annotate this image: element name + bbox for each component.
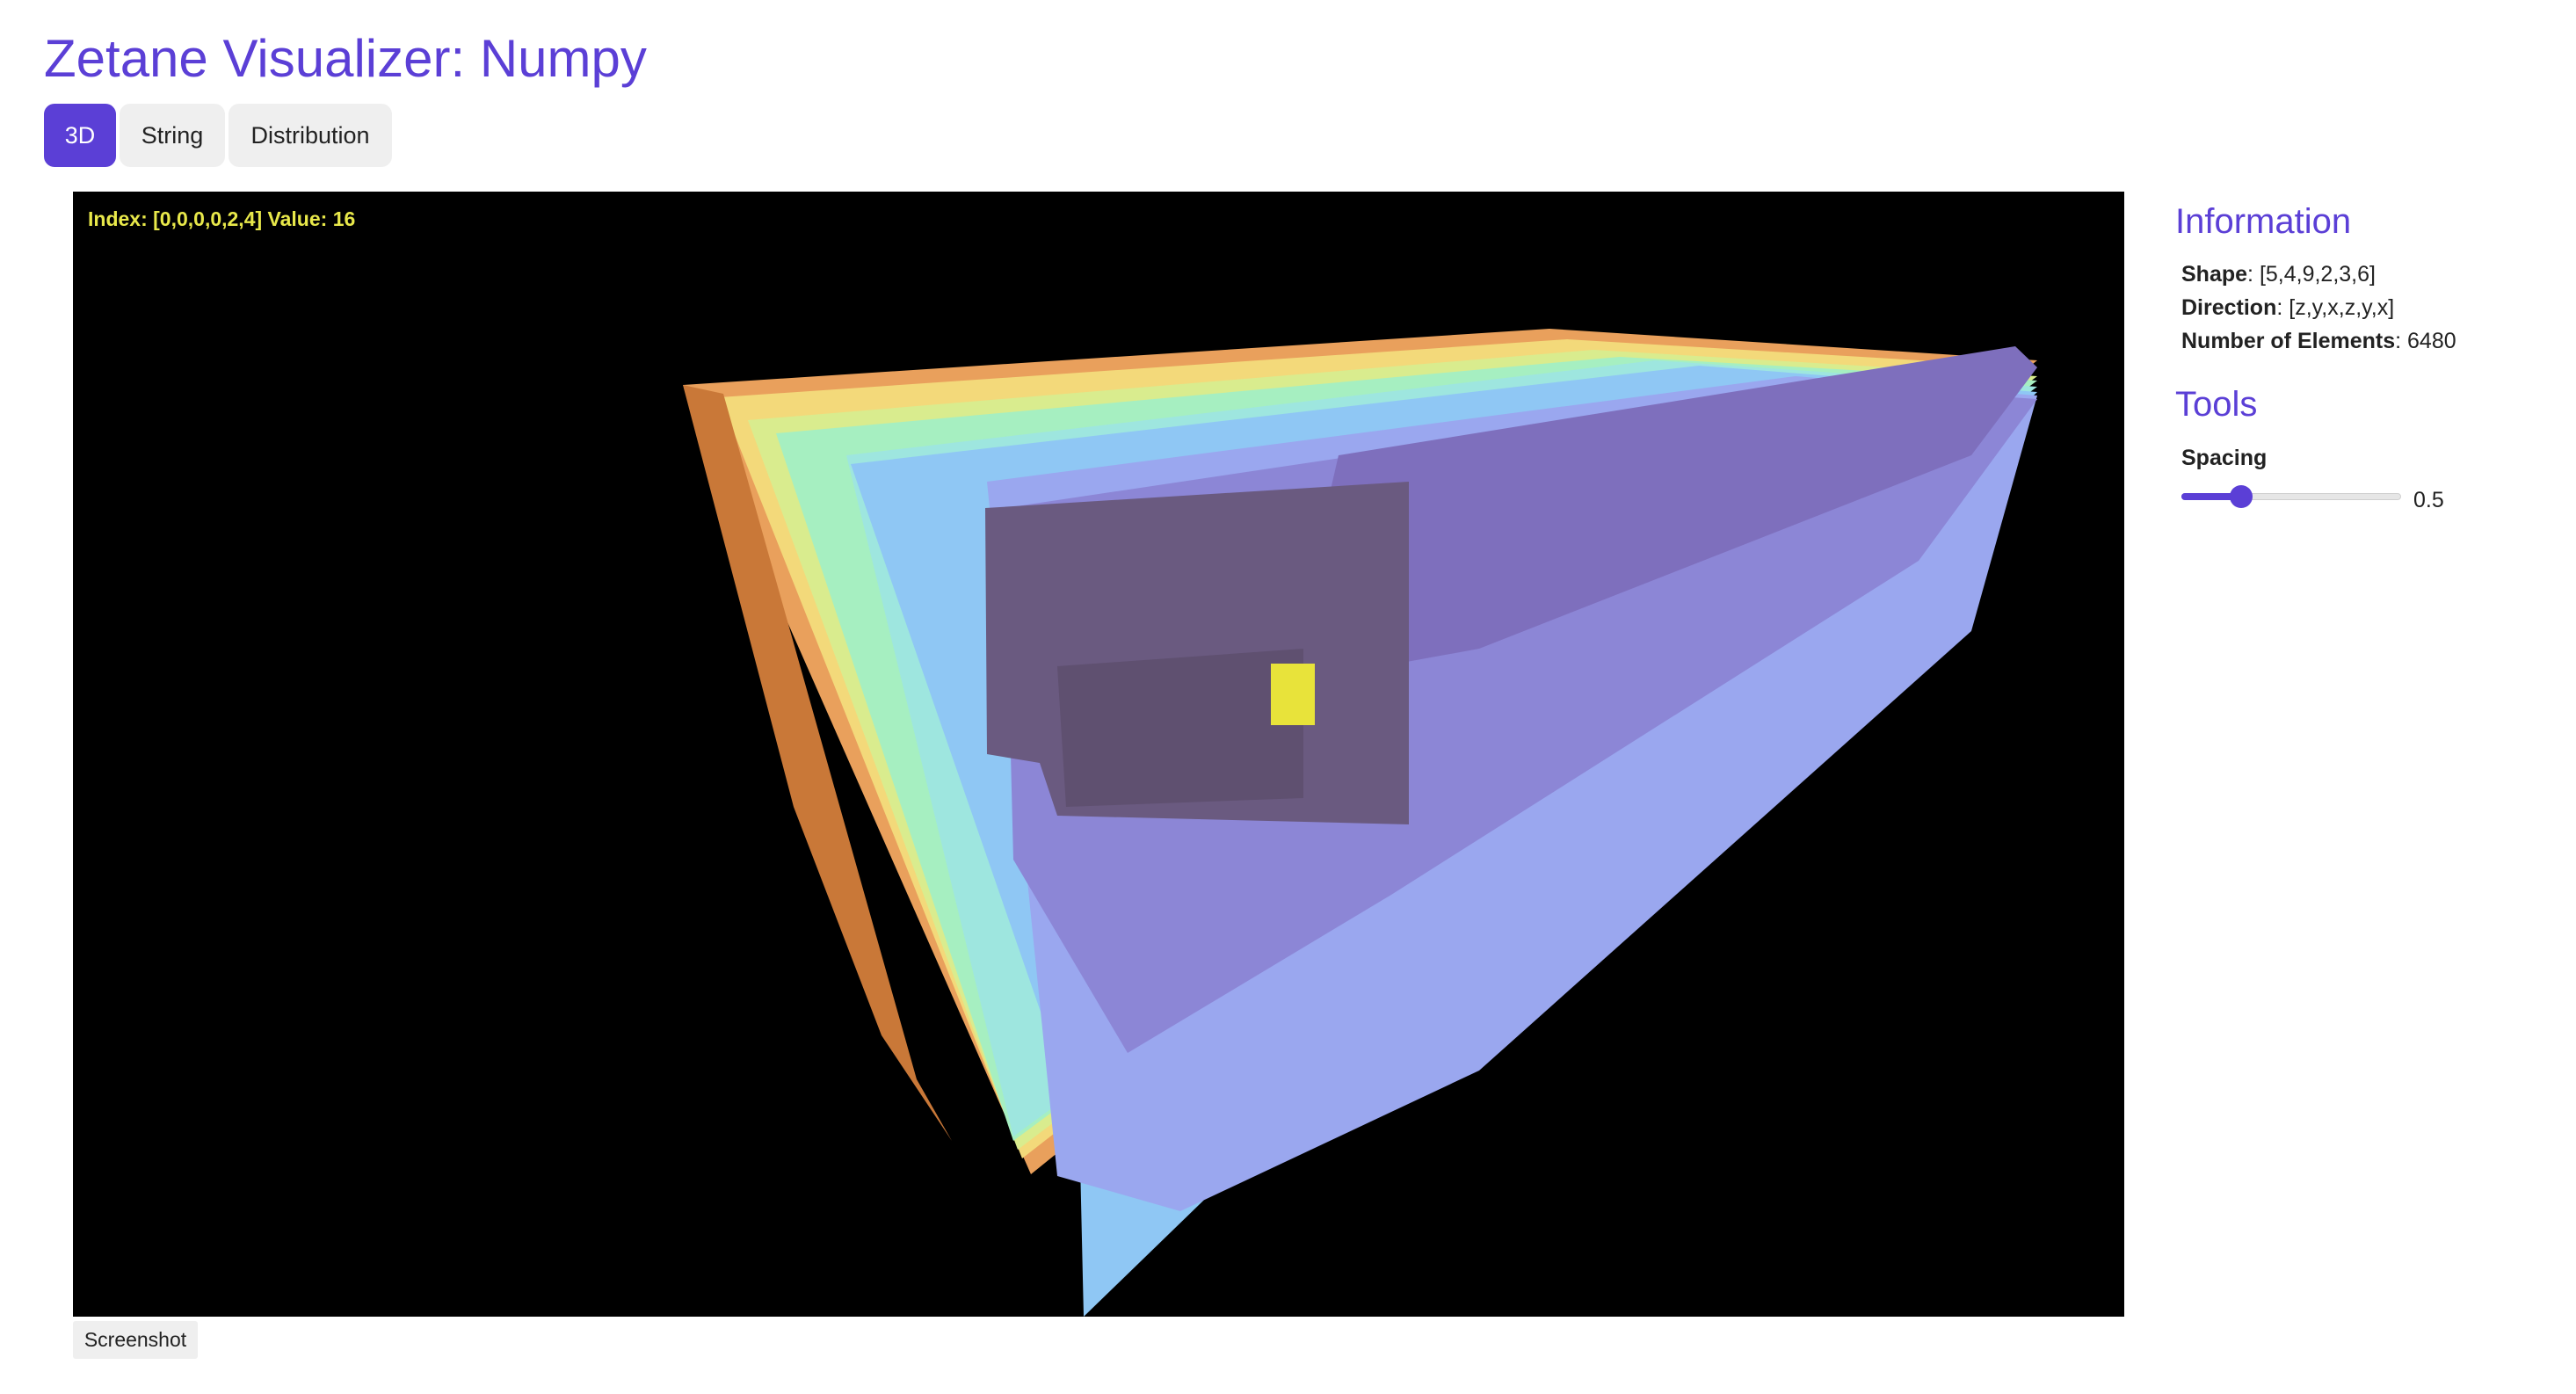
hover-value: 16: [332, 207, 356, 230]
information-heading: Information: [2175, 202, 2352, 241]
elements-row: Number of Elements: 6480: [2181, 329, 2456, 353]
view-tabs: 3D String Distribution: [44, 104, 392, 167]
elements-label: Number of Elements: [2181, 329, 2396, 353]
spacing-slider-fill: [2181, 493, 2241, 500]
spacing-slider[interactable]: [2181, 485, 2401, 508]
tensor-edge-stripe: [683, 385, 952, 1141]
tab-distribution[interactable]: Distribution: [229, 104, 392, 167]
elements-value: 6480: [2407, 329, 2456, 353]
tab-string[interactable]: String: [120, 104, 225, 167]
hover-index-label: Index:: [88, 207, 148, 230]
direction-value: [z,y,x,z,y,x]: [2289, 295, 2395, 320]
spacing-label: Spacing: [2181, 446, 2268, 470]
hover-readout: Index: [0,0,0,0,2,4] Value: 16: [88, 207, 355, 231]
shape-label: Shape: [2181, 262, 2248, 287]
spacing-slider-thumb[interactable]: [2229, 485, 2253, 508]
direction-row: Direction: [z,y,x,z,y,x]: [2181, 295, 2395, 320]
tools-heading: Tools: [2175, 385, 2258, 424]
tensor-3d-render[interactable]: [73, 192, 2124, 1317]
hover-value-label: Value:: [267, 207, 328, 230]
shape-row: Shape: [5,4,9,2,3,6]: [2181, 262, 2376, 287]
screenshot-button[interactable]: Screenshot: [73, 1321, 198, 1359]
shape-value: [5,4,9,2,3,6]: [2259, 262, 2376, 287]
hover-index: [0,0,0,0,2,4]: [153, 207, 263, 230]
page-title: Zetane Visualizer: Numpy: [44, 29, 647, 88]
3d-viewport[interactable]: Index: [0,0,0,0,2,4] Value: 16: [73, 192, 2124, 1317]
hovered-cell: [1271, 664, 1315, 725]
tensor-core-block-inner: [1057, 649, 1303, 807]
tensor-layer-purple: [1286, 346, 2037, 684]
spacing-value: 0.5: [2413, 488, 2444, 512]
tab-3d[interactable]: 3D: [44, 104, 116, 167]
direction-label: Direction: [2181, 295, 2277, 320]
